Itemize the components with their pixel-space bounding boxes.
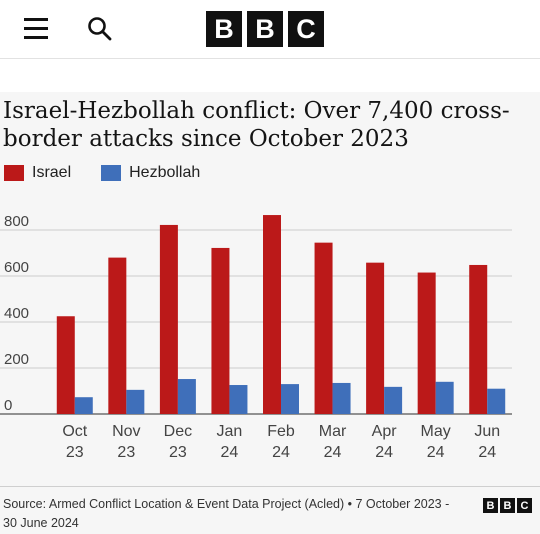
bar-hezbollah-dec-23	[177, 379, 196, 414]
x-tick-label-year: 24	[427, 444, 445, 461]
bbc-logo-small: B B C	[483, 498, 532, 513]
x-tick-label-month: Nov	[112, 423, 140, 440]
bbc-logo-small-letter: C	[517, 498, 532, 513]
y-tick-label: 200	[4, 351, 29, 368]
bbc-logo-small-letter: B	[483, 498, 498, 513]
bar-israel-dec-23	[159, 224, 178, 414]
bar-hezbollah-oct-23	[74, 397, 93, 414]
x-tick-label-month: Apr	[372, 423, 398, 440]
bar-israel-nov-23	[108, 257, 127, 414]
chart-legend: Israel Hezbollah	[4, 164, 230, 182]
bar-hezbollah-mar-24	[332, 382, 351, 414]
bar-israel-may-24	[417, 272, 436, 414]
top-bar: B B C	[0, 0, 540, 59]
bar-chart: 0 200 400 600 800 Oct 23 Nov 23 Dec 23 Jan 24 Feb 24 Ma…	[0, 213, 512, 461]
x-tick-label-year: 24	[324, 444, 342, 461]
x-tick-label-month: Feb	[267, 423, 295, 440]
legend-item-israel: Israel	[4, 164, 71, 182]
y-tick-label: 0	[4, 397, 12, 414]
bar-hezbollah-nov-23	[126, 389, 145, 414]
bar-israel-feb-24	[263, 215, 281, 414]
bar-hezbollah-feb-24	[281, 384, 299, 414]
menu-icon[interactable]	[24, 18, 48, 40]
y-tick-label: 400	[4, 305, 29, 322]
x-tick-label-year: 23	[66, 444, 84, 461]
bar-israel-apr-24	[366, 262, 385, 414]
x-tick-label-month: May	[421, 423, 451, 440]
bbc-logo-small-letter: B	[500, 498, 515, 513]
bar-israel-jan-24	[211, 247, 230, 414]
x-tick-label-month: Mar	[319, 423, 347, 440]
legend-swatch-hezbollah	[101, 165, 122, 181]
bbc-logo-letter: B	[206, 11, 242, 47]
x-tick-label-year: 24	[478, 444, 496, 461]
bar-hezbollah-apr-24	[384, 386, 403, 414]
legend-label-israel: Israel	[32, 164, 72, 181]
bbc-logo-letter: C	[288, 11, 324, 47]
chart-source: Source: Armed Conflict Location & Event …	[3, 497, 450, 530]
bbc-logo-letter: B	[247, 11, 283, 47]
x-tick-label-year: 24	[375, 444, 393, 461]
legend-swatch-israel	[4, 165, 24, 181]
bar-israel-mar-24	[314, 242, 333, 414]
x-tick-label-year: 23	[169, 444, 187, 461]
source-divider	[0, 486, 540, 487]
x-tick-label-year: 24	[272, 444, 290, 461]
x-tick-label-month: Oct	[62, 423, 87, 440]
bbc-logo[interactable]: B B C	[206, 11, 324, 47]
x-tick-label-month: Jan	[217, 423, 243, 440]
x-tick-label-month: Dec	[164, 423, 192, 440]
legend-item-hezbollah: Hezbollah	[101, 164, 200, 182]
y-tick-label: 800	[4, 213, 29, 230]
x-tick-label-month: Jun	[474, 423, 500, 440]
chart-title: Israel-Hezbollah conflict: Over 7,400 cr…	[3, 98, 510, 152]
bar-hezbollah-jun-24	[487, 388, 506, 414]
search-icon[interactable]	[86, 15, 114, 43]
x-tick-label-year: 23	[117, 444, 135, 461]
legend-label-hezbollah: Hezbollah	[129, 164, 201, 181]
bar-hezbollah-may-24	[435, 381, 454, 414]
bar-israel-jun-24	[469, 264, 488, 414]
bar-israel-oct-23	[56, 316, 75, 414]
bar-hezbollah-jan-24	[229, 385, 248, 414]
y-tick-label: 600	[4, 259, 29, 276]
x-tick-label-year: 24	[221, 444, 239, 461]
